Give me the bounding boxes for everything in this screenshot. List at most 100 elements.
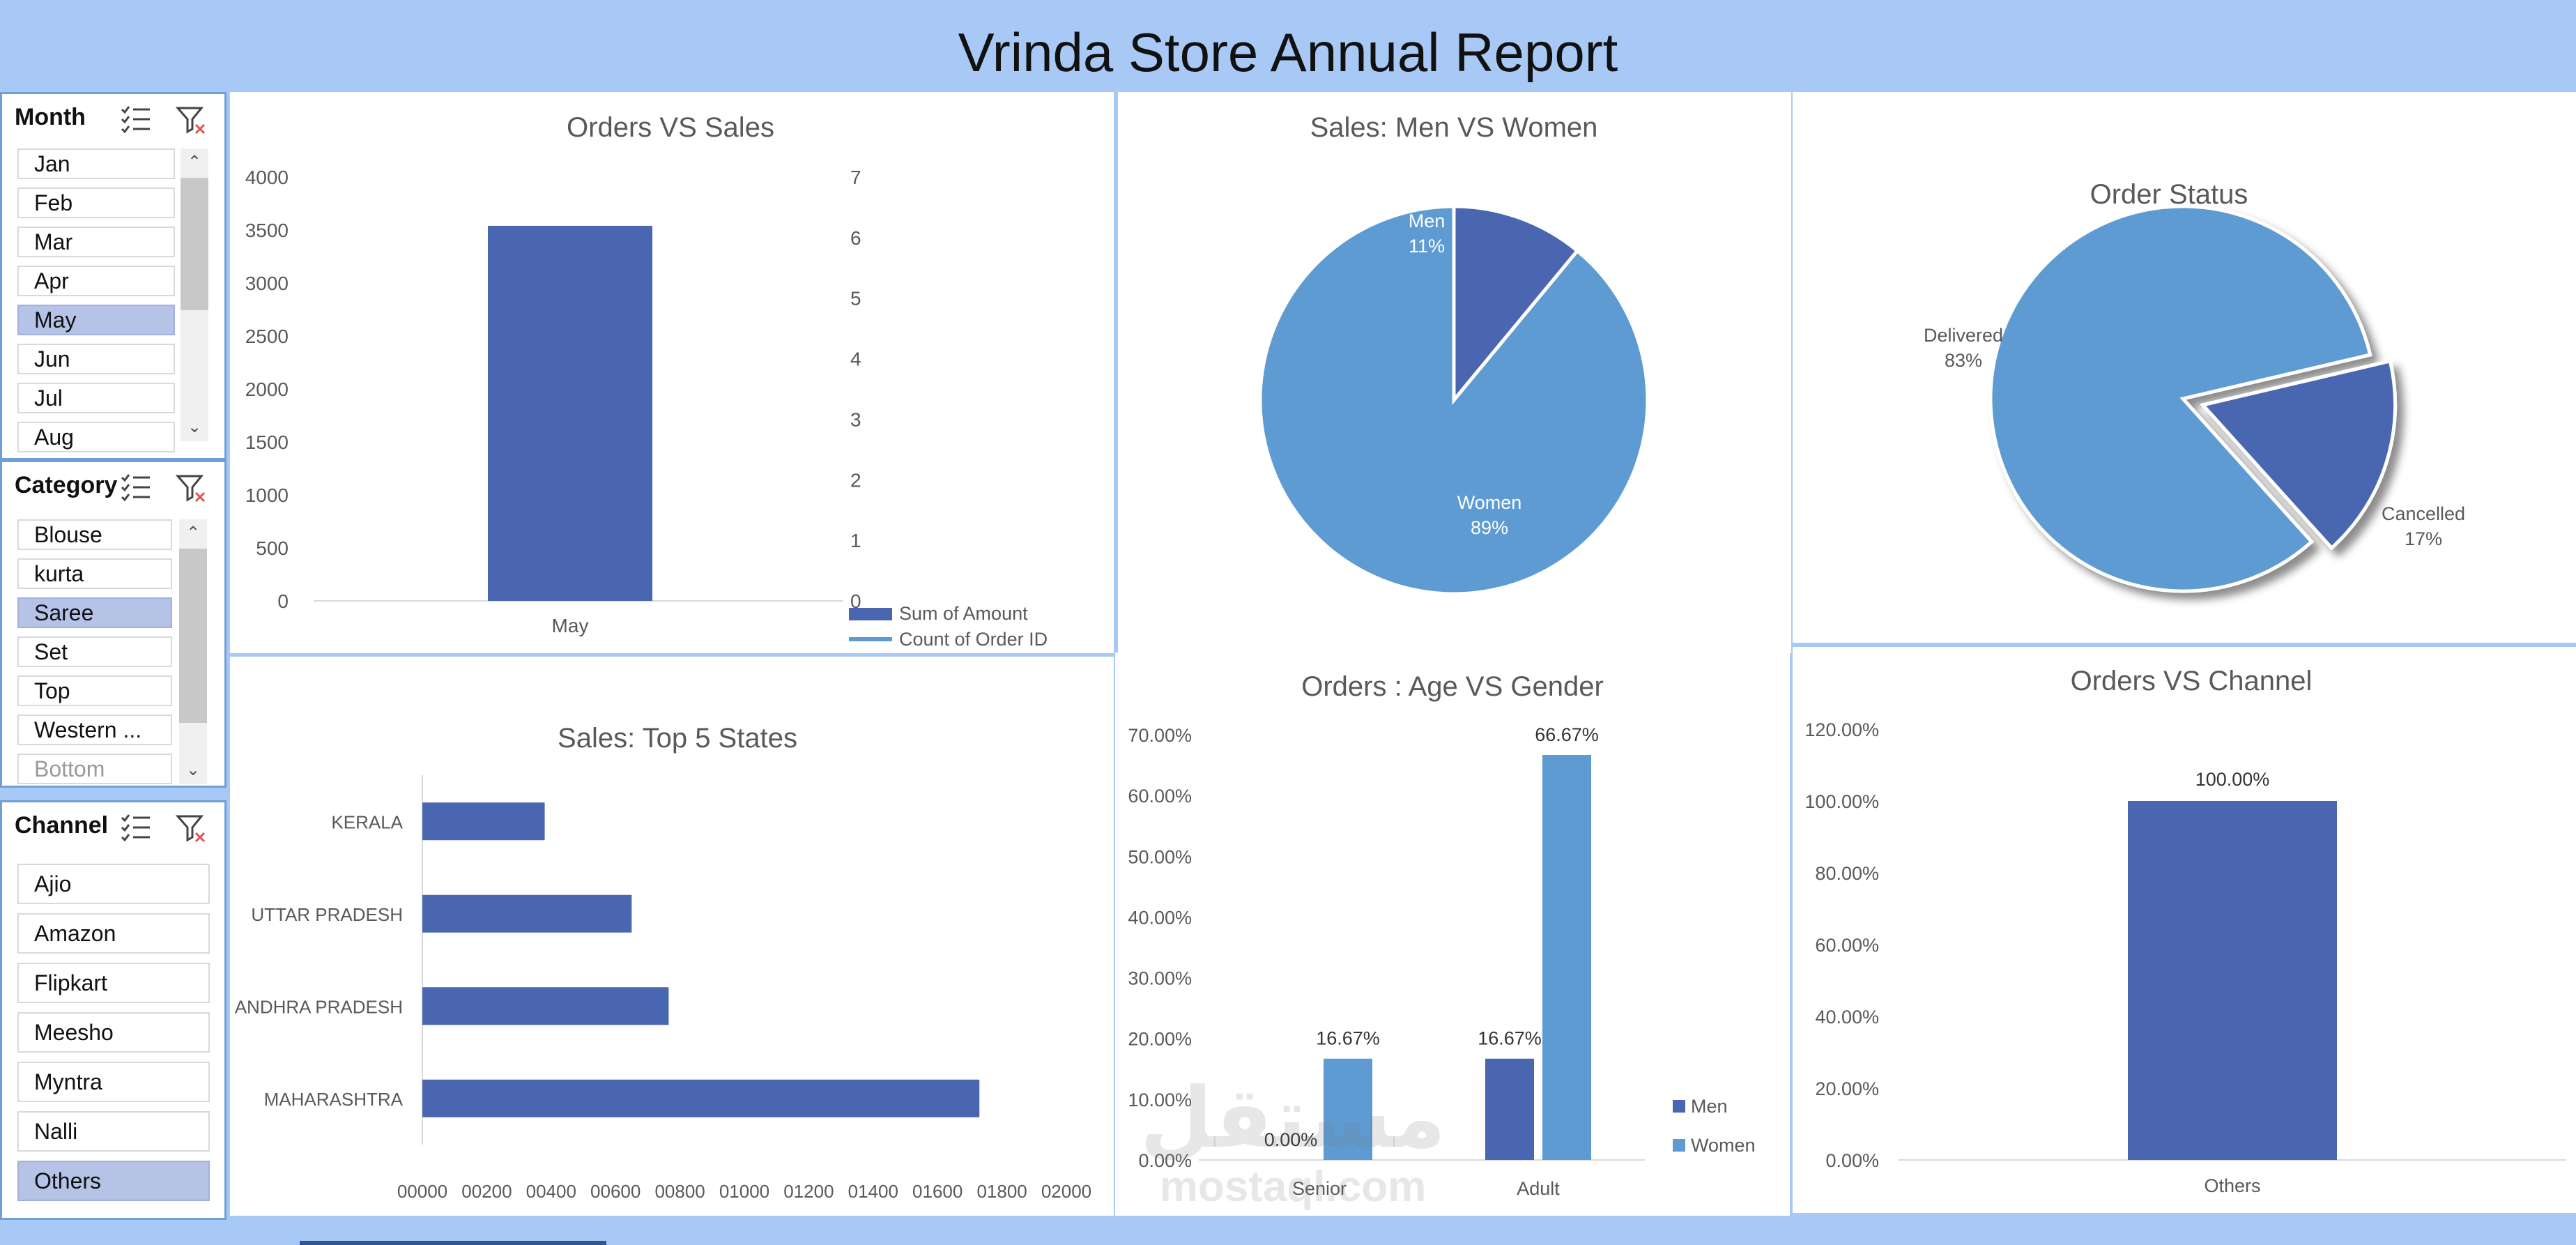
scroll-up-icon[interactable]: ⌃	[185, 524, 201, 542]
bar-adult-women[interactable]	[1542, 755, 1591, 1160]
order-status-panel[interactable]: Order Status Delivered 83% Cancelled 17%	[1793, 92, 2576, 643]
y-tick-label: 60.00%	[1128, 786, 1192, 807]
watermark-latin: mostaql.com	[1159, 1163, 1427, 1211]
slicer-item-myntra[interactable]: Myntra	[17, 1062, 210, 1102]
y-tick-label: 1000	[245, 484, 289, 506]
slicer-item-amazon[interactable]: Amazon	[17, 913, 210, 954]
bar-senior-women[interactable]	[1324, 1058, 1372, 1160]
slicer-item-jul[interactable]: Jul	[17, 383, 175, 413]
legend-label: Women	[1691, 1135, 1756, 1156]
slicer-item-apr[interactable]: Apr	[17, 266, 175, 296]
y-tick-label: 3000	[245, 273, 289, 294]
category-slicer[interactable]: Category Blouse kurta Saree Set Top Western ..…	[0, 460, 227, 788]
y-tick-label: 40.00%	[1128, 907, 1192, 928]
legend-label: Men	[1691, 1096, 1728, 1117]
order-status-chart: Order Status Delivered 83% Cancelled 17%	[1924, 179, 2465, 593]
clear-filter-icon[interactable]	[174, 471, 207, 504]
category-slicer-scrollbar[interactable]: ⌃ ⌄	[179, 519, 207, 784]
x-tick-label: 02000	[1041, 1181, 1091, 1202]
y2-tick-label: 6	[850, 227, 861, 249]
slicer-item-jan[interactable]: Jan	[17, 148, 175, 179]
age-vs-gender-panel[interactable]: Orders : Age VS Gender 0.00% 10.00% 20.00% 3…	[1115, 652, 1790, 1216]
watermark: مستقل mostaql.com	[1129, 1074, 1457, 1220]
slicer-item-others[interactable]: Others	[17, 1161, 210, 1201]
bar-others[interactable]	[2128, 801, 2337, 1160]
top5-states-chart: Sales: Top 5 States KERALA UTTAR PRADESH AN…	[235, 723, 1091, 1202]
slicer-item-kurta[interactable]: kurta	[17, 558, 172, 589]
slicer-item-aug[interactable]: Aug	[17, 422, 175, 452]
y2-tick-label: 4	[850, 349, 861, 370]
top5-states-panel[interactable]: Sales: Top 5 States KERALA UTTAR PRADESH AN…	[230, 657, 1114, 1216]
slicer-item-western[interactable]: Western ...	[17, 715, 172, 745]
pie-slice-cancelled[interactable]	[2199, 358, 2398, 551]
y2-tick-label: 5	[850, 288, 861, 310]
y-tick-label: 4000	[245, 167, 289, 188]
orders-vs-sales-panel[interactable]: Orders VS Sales 0 500 1000 1500 2000 2500 3000 3…	[230, 92, 1114, 653]
x-tick-label: 00000	[397, 1181, 447, 1202]
slicer-item-bottom[interactable]: Bottom	[17, 754, 172, 784]
bar-maharashtra[interactable]	[422, 1079, 980, 1117]
channel-slicer[interactable]: Channel Ajio Amazon Flipkart Meesho Myntra Nal…	[0, 800, 227, 1220]
scroll-down-icon[interactable]: ⌄	[187, 418, 202, 436]
y2-tick-label: 2	[850, 469, 861, 491]
bar-kerala[interactable]	[422, 802, 545, 841]
pie-slice-men[interactable]	[1452, 204, 1580, 405]
bar-adult-men[interactable]	[1485, 1058, 1534, 1160]
pie-slice-delivered[interactable]	[1988, 204, 2372, 593]
pie-slice-women[interactable]	[1258, 204, 1650, 596]
clear-filter-icon[interactable]	[174, 102, 207, 136]
y-tick-label: 0.00%	[1138, 1150, 1192, 1171]
slicer-item-may[interactable]: May	[17, 305, 175, 335]
scroll-thumb[interactable]	[181, 178, 208, 310]
chart-title: Sales: Men VS Women	[1310, 112, 1598, 143]
pie-label-cancelled: Cancelled	[2382, 503, 2465, 524]
y-tick-label: 50.00%	[1128, 846, 1192, 867]
bar-uttar-pradesh[interactable]	[422, 894, 632, 933]
slicer-item-set[interactable]: Set	[17, 636, 172, 667]
orders-vs-channel-panel[interactable]: Orders VS Channel 0.00% 20.00% 40.00% 60.00%…	[1793, 647, 2576, 1213]
multi-select-icon[interactable]	[119, 471, 153, 504]
y-tick-label: 30.00%	[1128, 968, 1192, 989]
bar-may-sum-of-amount[interactable]	[488, 225, 652, 601]
y-tick-label: 3500	[245, 220, 289, 241]
slicer-item-flipkart[interactable]: Flipkart	[17, 963, 210, 1003]
y-tick-label: MAHARASHTRA	[264, 1089, 404, 1110]
clear-filter-icon[interactable]	[174, 811, 207, 844]
bar-andhra-pradesh[interactable]	[422, 987, 669, 1025]
scroll-up-icon[interactable]: ⌃	[187, 153, 202, 171]
month-slicer-scrollbar[interactable]: ⌃ ⌄	[181, 148, 208, 441]
slicer-item-meesho[interactable]: Meesho	[17, 1012, 210, 1053]
slicer-item-top[interactable]: Top	[17, 675, 172, 706]
chart-title: Sales: Top 5 States	[558, 723, 797, 754]
slicer-item-feb[interactable]: Feb	[17, 188, 175, 218]
slicer-item-jun[interactable]: Jun	[17, 344, 175, 374]
multi-select-icon[interactable]	[119, 811, 153, 844]
slicer-item-blouse[interactable]: Blouse	[17, 519, 172, 550]
y-tick-label: 60.00%	[1815, 935, 1879, 956]
multi-select-icon[interactable]	[119, 102, 153, 136]
x-tick-label: 00600	[590, 1181, 641, 1202]
slicer-item-saree[interactable]: Saree	[17, 597, 172, 628]
y-tick-label: 2500	[245, 326, 289, 347]
scroll-down-icon[interactable]: ⌄	[185, 761, 201, 779]
month-slicer[interactable]: Month Jan Feb Mar Apr May Jun Jul Aug ⌃ ⌄	[0, 92, 227, 460]
x-tick-label: Others	[2204, 1175, 2260, 1196]
slicer-item-mar[interactable]: Mar	[17, 227, 175, 257]
x-tick-label: 01000	[719, 1181, 769, 1202]
x-tick-label: May	[552, 615, 589, 636]
data-label: 100.00%	[2195, 769, 2270, 790]
x-tick-label: 01200	[783, 1181, 834, 1202]
y-tick-label: 20.00%	[1128, 1029, 1192, 1050]
x-tick-label: 01600	[912, 1181, 963, 1202]
y-tick-label: 80.00%	[1815, 863, 1879, 884]
order-status-pie	[1988, 204, 2398, 593]
slicer-item-ajio[interactable]: Ajio	[17, 864, 210, 904]
men-vs-women-panel[interactable]: Sales: Men VS Women Men 11% Women 89%	[1118, 92, 1791, 653]
channel-slicer-title: Channel	[15, 812, 109, 839]
y-tick-label: 0.00%	[1825, 1150, 1879, 1171]
scroll-thumb[interactable]	[179, 549, 207, 723]
pie-label-women-pct: 89%	[1471, 517, 1508, 538]
slicer-item-nalli[interactable]: Nalli	[17, 1111, 210, 1152]
x-tick-label: Senior	[1292, 1178, 1347, 1199]
y-tick-label: 20.00%	[1815, 1078, 1879, 1099]
